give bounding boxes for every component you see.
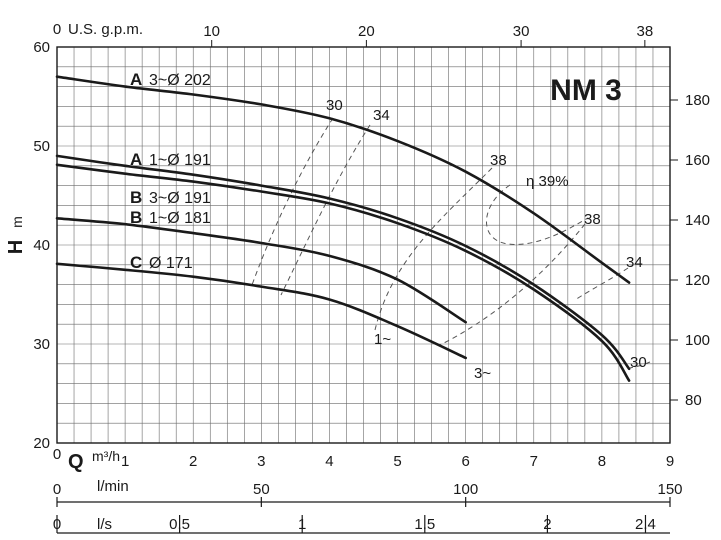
- phase-label: 3~: [474, 365, 491, 382]
- y-tick-label: 30: [33, 336, 50, 353]
- top-tick-label: 10: [203, 23, 220, 40]
- efficiency-line: [439, 223, 586, 346]
- right-tick-label: 120: [685, 272, 710, 289]
- curve-c-171: [55, 262, 467, 360]
- x-tick-label: 1: [121, 453, 129, 470]
- curve-letter-label: B: [130, 208, 142, 227]
- top-axis-unit: U.S. g.p.m.: [68, 21, 143, 38]
- top-tick-label: 30: [513, 23, 530, 40]
- x-tick-label: 7: [530, 453, 538, 470]
- top-tick-label: 20: [358, 23, 375, 40]
- curve-letter-label: C: [130, 253, 142, 272]
- curve-letter-label: B: [130, 188, 142, 207]
- curve-name-label: 1~Ø 191: [149, 152, 211, 169]
- efficiency-label: 30: [326, 97, 343, 114]
- efficiency-label: η 39%: [526, 173, 569, 190]
- lmin-unit: l/min: [97, 478, 129, 495]
- curve-name-label: Ø 171: [149, 255, 193, 272]
- y-axis-title: H: [5, 240, 27, 254]
- efficiency-label: 34: [373, 107, 390, 124]
- curve-a-3ph-202: [55, 75, 631, 284]
- ls-unit: l/s: [97, 516, 112, 533]
- curve-letter-label: A: [130, 70, 142, 89]
- curve-letter-label: A: [130, 150, 142, 169]
- curve-name-label: 3~Ø 202: [149, 72, 211, 89]
- lmin-tick-label: 100: [453, 481, 478, 498]
- x-tick-label: 5: [393, 453, 401, 470]
- chart-title: NM 3: [550, 74, 622, 107]
- y-tick-label: 60: [33, 39, 50, 56]
- lmin-tick-label: 150: [657, 481, 682, 498]
- efficiency-line: [374, 167, 493, 331]
- right-tick-label: 100: [685, 332, 710, 349]
- curve-b-3ph-191: [55, 163, 631, 382]
- y-axis-unit: m: [9, 216, 25, 228]
- x-tick-label: 9: [666, 453, 674, 470]
- x-tick-label: 2: [189, 453, 197, 470]
- phase-label: 1~: [374, 331, 391, 348]
- efficiency-label: 38: [490, 152, 507, 169]
- efficiency-lines: [251, 117, 651, 369]
- x-tick-label: 0: [53, 446, 61, 463]
- x-tick-label: 6: [461, 453, 469, 470]
- y-tick-label: 50: [33, 138, 50, 155]
- curve-b-1ph-181: [55, 217, 467, 324]
- efficiency-line: [574, 267, 629, 301]
- x-axis-unit: m³/h: [92, 448, 120, 464]
- top-tick-label: 38: [637, 23, 654, 40]
- top-axis-zero: 0: [53, 21, 61, 38]
- efficiency-line: [486, 184, 589, 245]
- efficiency-label: 34: [626, 254, 643, 271]
- lmin-tick-label: 50: [253, 481, 270, 498]
- lmin-tick-label: 0: [53, 481, 61, 498]
- x-tick-label: 4: [325, 453, 333, 470]
- y-tick-label: 40: [33, 237, 50, 254]
- curve-a-1ph-191: [55, 154, 631, 371]
- efficiency-line: [629, 361, 651, 369]
- plot-frame: [56, 46, 671, 444]
- x-tick-label: 8: [598, 453, 606, 470]
- right-tick-label: 160: [685, 152, 710, 169]
- y-tick-label: 20: [33, 435, 50, 452]
- efficiency-line: [251, 117, 334, 286]
- curve-name-label: 1~Ø 181: [149, 210, 211, 227]
- right-tick-label: 140: [685, 212, 710, 229]
- performance-curves: [55, 75, 631, 382]
- x-tick-label: 3: [257, 453, 265, 470]
- right-tick-label: 180: [685, 92, 710, 109]
- x-axis-title: Q: [68, 451, 84, 473]
- efficiency-label: 30: [630, 354, 647, 371]
- efficiency-label: 38: [584, 211, 601, 228]
- curve-name-label: 3~Ø 191: [149, 190, 211, 207]
- right-tick-label: 80: [685, 392, 702, 409]
